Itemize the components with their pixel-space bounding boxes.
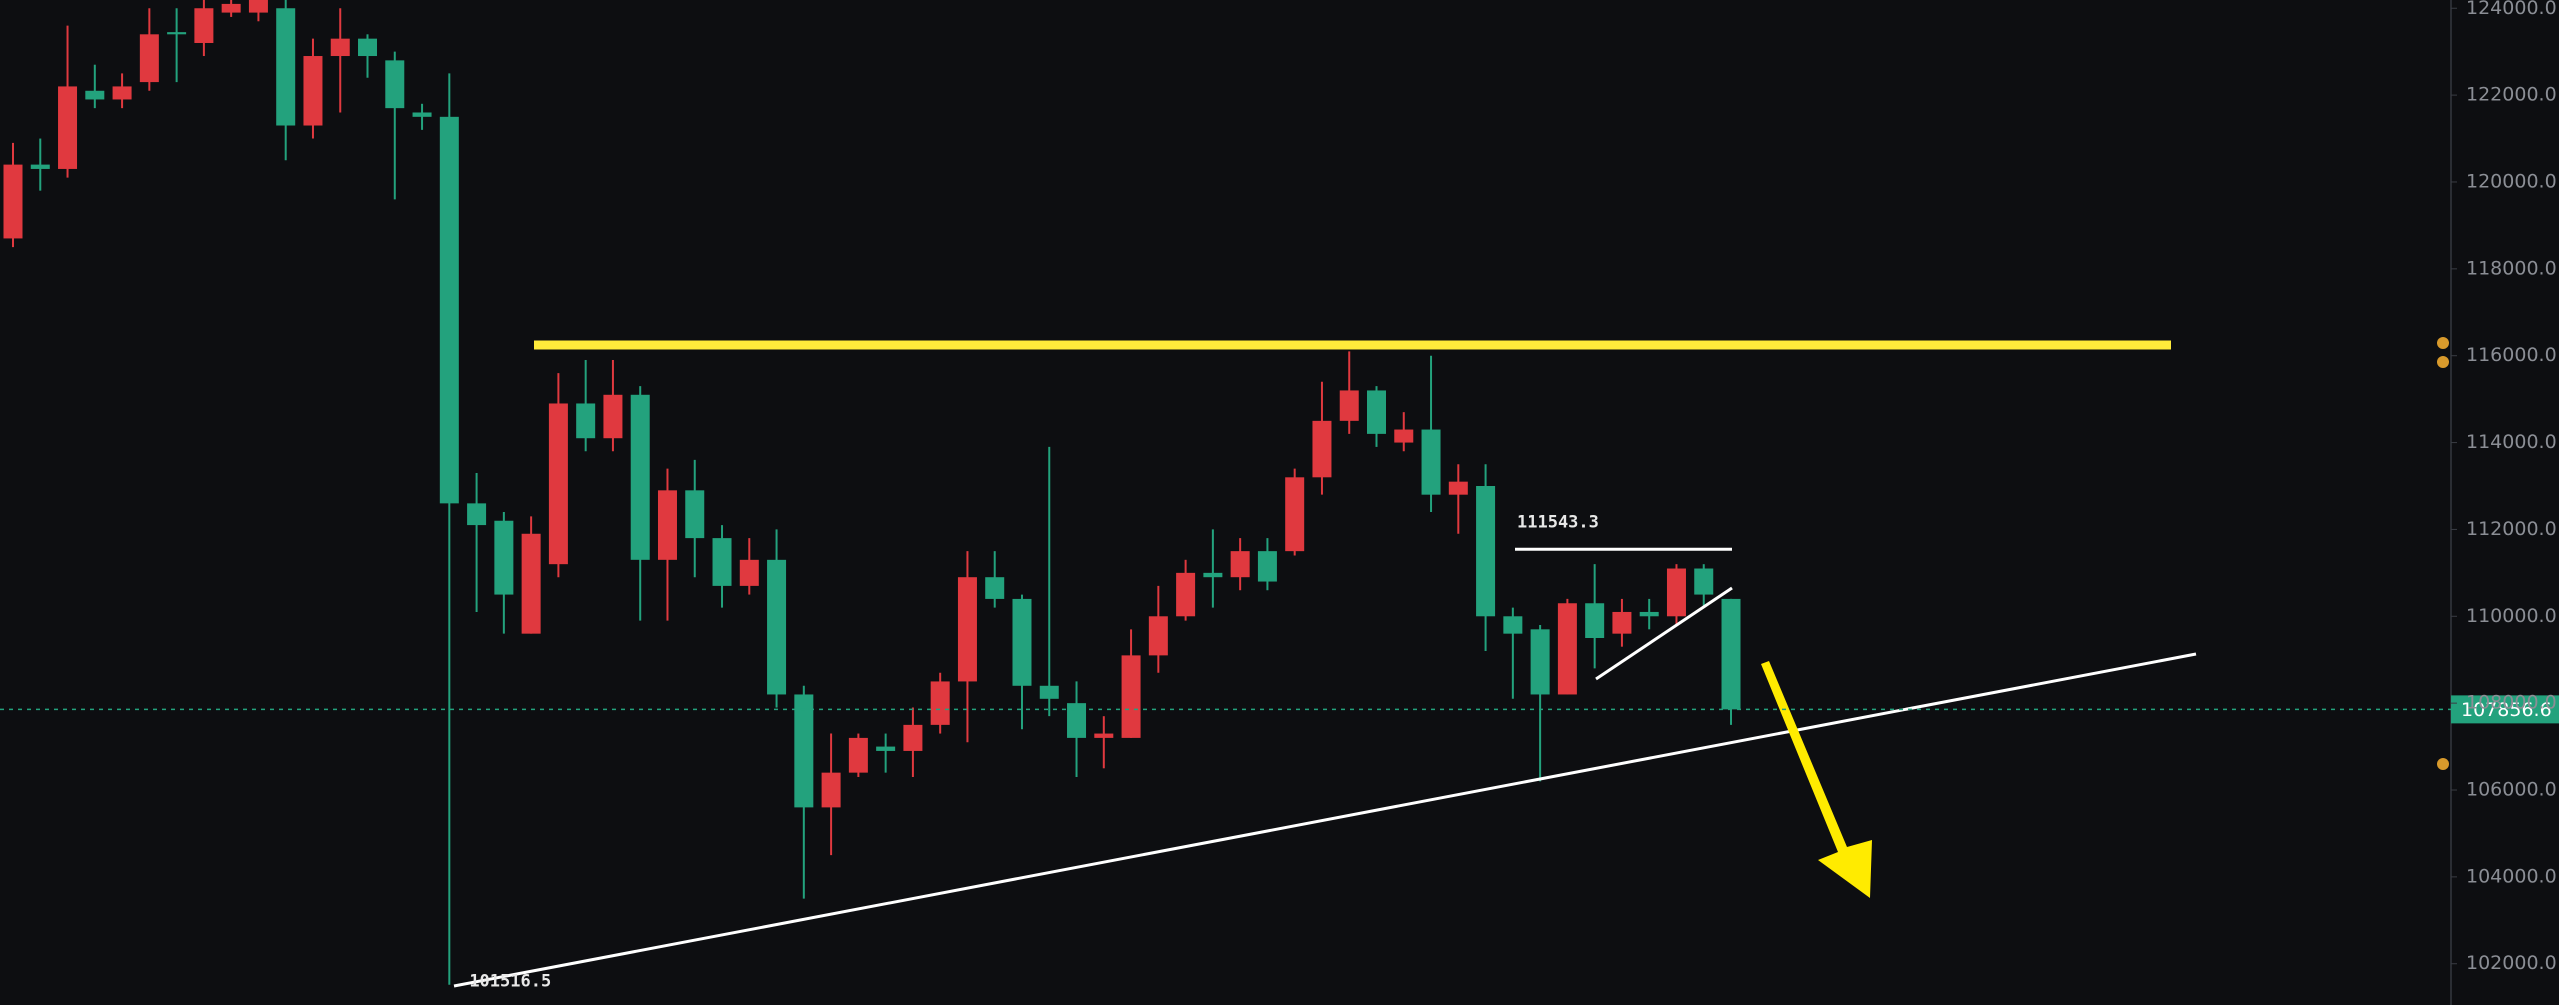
candle-body [985, 577, 1005, 599]
candle-body [767, 559, 787, 695]
last-price-tag [2451, 695, 2559, 724]
candle-body [1694, 568, 1714, 595]
candle-body [521, 533, 541, 634]
y-tick-label: 110000.0 [2466, 605, 2557, 627]
y-tick-label: 120000.0 [2466, 170, 2557, 192]
candle-body [412, 112, 432, 117]
candle-body [385, 60, 405, 109]
candle-body [903, 724, 923, 751]
candle-body [930, 681, 950, 725]
overlay: 107856.6 111543.3 101516.5 [0, 512, 2559, 992]
candle-body [439, 116, 459, 504]
low-label: 101516.5 [469, 972, 551, 992]
candle-body [1367, 390, 1386, 434]
y-tick-label: 104000.0 [2466, 865, 2557, 887]
candle-body [1557, 603, 1577, 695]
candle-body [330, 38, 350, 57]
candle-body [848, 737, 868, 773]
candle-body [1285, 477, 1305, 552]
y-tick-label: 118000.0 [2466, 257, 2557, 279]
candle-body [603, 394, 623, 439]
candle-body [1257, 551, 1277, 582]
candle-body [1476, 485, 1496, 617]
y-tick-label: 106000.0 [2466, 779, 2557, 801]
candle-body [85, 90, 105, 100]
alert-icon [2437, 356, 2449, 368]
alert-icon [2437, 337, 2449, 349]
candle-body [494, 520, 514, 595]
candle-body [1585, 603, 1605, 639]
alert-icon [2437, 758, 2449, 770]
candle-body [1148, 616, 1168, 656]
candle-body [167, 32, 187, 35]
candle-body [276, 8, 296, 126]
down-arrow [1761, 661, 1872, 898]
candle-body [1503, 616, 1523, 634]
candle-body [1039, 685, 1059, 699]
candle-body [821, 772, 841, 808]
candle-body [1530, 629, 1550, 695]
candle-body [1612, 611, 1632, 634]
candle-body [548, 403, 568, 565]
candle-body [358, 38, 378, 57]
candle-body [1012, 598, 1032, 686]
candles [3, 0, 1741, 985]
range-high-label: 111543.3 [1517, 512, 1599, 532]
candle-body [1666, 568, 1686, 617]
candle-body [1312, 420, 1332, 478]
candle-body [657, 490, 677, 560]
candle-body [1639, 611, 1659, 617]
candle-body [303, 56, 323, 126]
trend-line [453, 652, 2197, 988]
candle-body [1448, 481, 1468, 495]
candle-body [576, 403, 596, 439]
y-tick-label: 102000.0 [2466, 952, 2557, 974]
candle-body [739, 559, 759, 586]
y-tick-label: 116000.0 [2466, 344, 2557, 366]
candle-body [1094, 733, 1114, 738]
candle-body [194, 8, 214, 43]
y-tick-label: 112000.0 [2466, 518, 2557, 540]
candle-body [139, 34, 159, 83]
candle-body [30, 164, 50, 169]
candle-body [1067, 703, 1087, 738]
candle-body [1339, 390, 1359, 421]
candle-body [1421, 429, 1441, 495]
candle-body [221, 3, 241, 13]
candle-body [630, 394, 650, 560]
last-price-label: 107856.6 [2461, 699, 2552, 721]
candle-body [1121, 655, 1141, 738]
candle-body [3, 164, 23, 239]
candle-body [58, 86, 78, 169]
y-tick-label: 124000.0 [2466, 0, 2557, 19]
candle-body [1394, 429, 1414, 443]
y-tick-label: 114000.0 [2466, 431, 2557, 453]
y-tick-label: 108000.0 [2466, 692, 2557, 714]
y-tick-label: 122000.0 [2466, 84, 2557, 106]
candle-body [467, 503, 487, 526]
candle-body [685, 490, 705, 539]
wedge-line [1595, 586, 1733, 681]
candle-body [712, 538, 732, 586]
candle-body [876, 746, 896, 751]
candle-body [112, 86, 132, 100]
candle-body [1176, 572, 1196, 617]
candle-body [248, 0, 268, 13]
candle-body [1230, 551, 1250, 578]
candle-body [1203, 572, 1223, 578]
candle-body [794, 694, 814, 808]
candle-body [957, 577, 977, 682]
candle-body [1721, 598, 1741, 710]
